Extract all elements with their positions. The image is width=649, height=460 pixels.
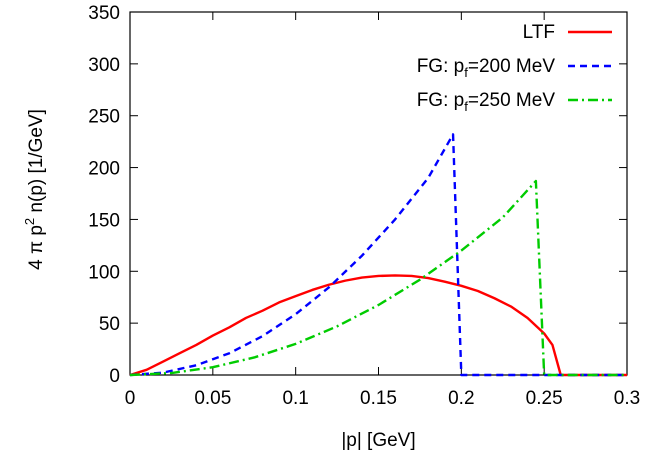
x-tick-label: 0.2 — [448, 388, 474, 409]
legend-label-1: LTF — [523, 22, 555, 43]
y-tick-label: 200 — [88, 159, 120, 180]
y-tick-label: 350 — [88, 3, 120, 24]
x-tick-label: 0.1 — [282, 388, 308, 409]
legend-label-3: FG: pf=250 MeV — [417, 90, 556, 114]
y-tick-label: 50 — [99, 314, 120, 335]
series-layer — [129, 133, 627, 377]
legend-label-2: FG: pf=200 MeV — [417, 56, 556, 80]
x-tick-label: 0.3 — [614, 388, 640, 409]
series-line-2 — [129, 133, 627, 377]
y-tick-label: 250 — [88, 107, 120, 128]
y-tick-label: 100 — [88, 262, 120, 283]
y-axis-title-superscript: 2 — [22, 218, 37, 225]
y-tick-label: 150 — [88, 210, 120, 231]
y-axis-title-main: 4 π p — [26, 225, 47, 270]
y-axis-title: 4 π p2 n(p) [1/GeV] — [22, 109, 47, 270]
x-axis-title: |p| [GeV] — [341, 430, 415, 451]
series-line-1 — [129, 274, 627, 377]
x-tick-label: 0 — [125, 388, 136, 409]
series-line-3 — [129, 179, 627, 377]
y-tick-label: 0 — [109, 366, 120, 387]
y-tick-label: 300 — [88, 55, 120, 76]
x-tick-label: 0.05 — [194, 388, 231, 409]
x-tick-label: 0.25 — [526, 388, 563, 409]
axis-ticks: 0 0.05 0.1 0.15 0.2 0.25 0.3 0 50 100 150 200 250 300… — [88, 3, 640, 409]
y-axis-title-tail: n(p) [1/GeV] — [26, 109, 47, 218]
legend: LTF FG: pf=200 MeV FG: pf=250 MeV — [417, 22, 612, 114]
x-tick-label: 0.15 — [360, 388, 397, 409]
